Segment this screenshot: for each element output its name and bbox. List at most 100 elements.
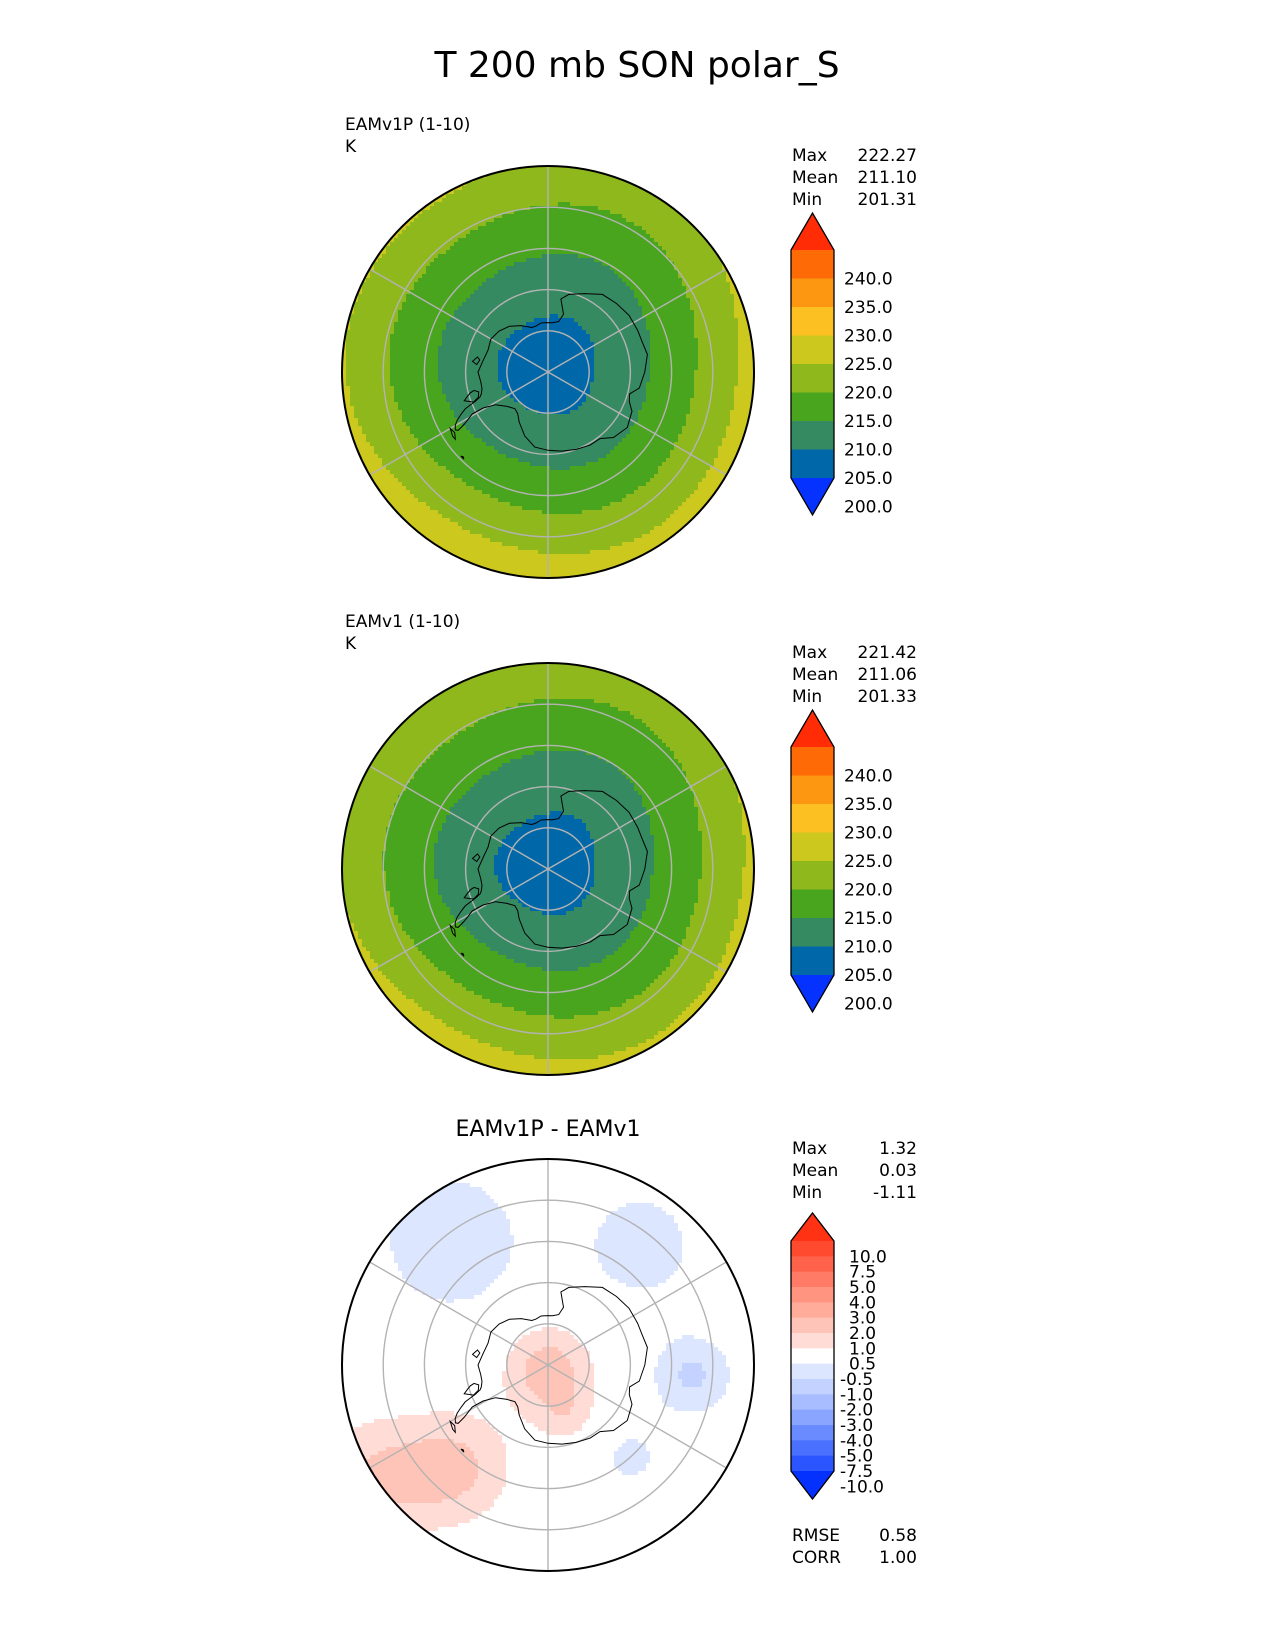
panel-1: EAMv1P (1-10)K Max 222.27 Mean 211.10 Min 201.… <box>341 115 917 579</box>
stat-value: 211.06 <box>858 665 917 685</box>
colorbar-tick-label: 205.0 <box>844 966 893 986</box>
panel-2: EAMv1 (1-10)K Max 221.42 Mean 211.06 Min 201.3… <box>341 612 917 1076</box>
coastline <box>449 293 648 460</box>
colorbar-tick-label: -10.0 <box>840 1477 884 1497</box>
coastline <box>449 790 648 957</box>
colorbar-tick-label: 0.5 <box>849 1355 876 1375</box>
colorbar-extend-min <box>791 975 834 1012</box>
colorbar-bin <box>791 1256 834 1273</box>
colorbar: 240.0 235.0 230.0 225.0 220.0 215.0 210.0 205.0… <box>790 708 893 1015</box>
colorbar-bin <box>791 918 834 948</box>
colorbar-tick-label: 4.0 <box>849 1293 876 1313</box>
colorbar-bin <box>791 421 834 451</box>
map-border <box>341 1158 755 1572</box>
colorbar-extend-max <box>791 1213 834 1241</box>
colorbar-tick-label: -2.0 <box>840 1401 873 1421</box>
panel-3: EAMv1P - EAMv1 Max 1.32 Mean 0.03 Min -1.11 RMS… <box>341 1117 917 1572</box>
stat-value: -1.11 <box>873 1183 917 1203</box>
panel-title: EAMv1P - EAMv1 <box>455 1117 640 1142</box>
figure-title: T 200 mb SON polar_S <box>433 45 839 86</box>
colorbar-extend-min <box>791 478 834 515</box>
colorbar-bin <box>791 278 834 308</box>
graticule <box>364 1159 732 1571</box>
colorbar-tick-label: 1.0 <box>849 1339 876 1359</box>
colorbar-tick-label: -3.0 <box>840 1416 873 1436</box>
colorbar-tick-label: 3.0 <box>849 1309 876 1329</box>
colorbar-tick-label: 215.0 <box>844 909 893 929</box>
colorbar-tick-label: -4.0 <box>840 1431 873 1451</box>
stat-value: 1.32 <box>879 1139 917 1159</box>
colorbar-extend-max <box>791 213 834 250</box>
colorbar-bin <box>791 1394 834 1411</box>
panel-units: K <box>345 634 357 654</box>
colorbar-tick-label: 240.0 <box>844 270 893 290</box>
colorbar-extend-max <box>791 710 834 747</box>
colorbar-bin <box>791 335 834 365</box>
colorbar-bin <box>791 364 834 394</box>
stat-label: Min <box>792 190 822 210</box>
colorbar-bin <box>791 747 834 777</box>
colorbar-tick-label: -1.0 <box>840 1385 873 1405</box>
metric-label: CORR <box>792 1548 841 1568</box>
graticule <box>364 663 732 1075</box>
colorbar-bin <box>791 832 834 862</box>
colorbar-tick-label: 7.5 <box>849 1263 876 1283</box>
colorbar-tick-label: 220.0 <box>844 881 893 901</box>
colorbar-bin <box>791 946 834 976</box>
stat-label: Max <box>792 1139 827 1159</box>
stat-value: 221.42 <box>858 643 917 663</box>
coastline <box>449 1286 648 1453</box>
colorbar-tick-label: 200.0 <box>844 995 893 1015</box>
graticule <box>364 166 732 578</box>
stat-label: Mean <box>792 1161 838 1181</box>
colorbar-bin <box>791 307 834 337</box>
colorbar-bin <box>791 889 834 919</box>
colorbar-bin <box>791 1455 834 1472</box>
colorbar-bin <box>791 1379 834 1395</box>
colorbar-extend-min <box>791 1471 834 1499</box>
colorbar-bin <box>791 1333 834 1349</box>
map-field <box>342 663 754 1075</box>
colorbar-bin <box>791 1317 834 1334</box>
colorbar-bin <box>791 1271 834 1288</box>
metric-value: 1.00 <box>879 1548 917 1568</box>
colorbar-tick-label: 215.0 <box>844 412 893 432</box>
colorbar-bin <box>791 449 834 479</box>
colorbar-tick-label: 225.0 <box>844 355 893 375</box>
colorbar-bin <box>791 1363 834 1380</box>
colorbar-tick-label: -5.0 <box>840 1447 873 1467</box>
colorbar-bin <box>791 392 834 422</box>
map-border <box>341 662 755 1076</box>
colorbar-bin <box>791 250 834 280</box>
colorbar: 10.07.55.04.03.02.01.00.5-0.5-1.0-2.0-3.… <box>790 1211 887 1501</box>
colorbar-bin <box>791 861 834 891</box>
stat-label: Min <box>792 1183 822 1203</box>
stat-value: 222.27 <box>858 146 917 166</box>
metric-label: RMSE <box>792 1526 840 1546</box>
stat-label: Max <box>792 643 827 663</box>
stat-value: 201.33 <box>858 687 917 707</box>
colorbar-tick-label: 235.0 <box>844 795 893 815</box>
stat-label: Mean <box>792 665 838 685</box>
colorbar-tick-label: -7.5 <box>840 1462 873 1482</box>
colorbar-tick-label: 235.0 <box>844 298 893 318</box>
colorbar-tick-label: 225.0 <box>844 852 893 872</box>
colorbar-bin <box>791 775 834 805</box>
colorbar-tick-label: 230.0 <box>844 824 893 844</box>
colorbar-bin <box>791 1302 834 1319</box>
colorbar-bin <box>791 1409 834 1426</box>
map-field <box>342 1159 754 1571</box>
map-field <box>342 166 754 578</box>
metric-value: 0.58 <box>879 1526 917 1546</box>
stat-label: Min <box>792 687 822 707</box>
stat-label: Max <box>792 146 827 166</box>
colorbar-tick-label: 220.0 <box>844 384 893 404</box>
colorbar-bin <box>791 804 834 834</box>
colorbar-bin <box>791 1440 834 1457</box>
stat-label: Mean <box>792 168 838 188</box>
stat-value: 0.03 <box>879 1161 917 1181</box>
colorbar-tick-label: 200.0 <box>844 498 893 518</box>
colorbar-bin <box>791 1348 834 1365</box>
colorbar-bin <box>791 1425 834 1441</box>
